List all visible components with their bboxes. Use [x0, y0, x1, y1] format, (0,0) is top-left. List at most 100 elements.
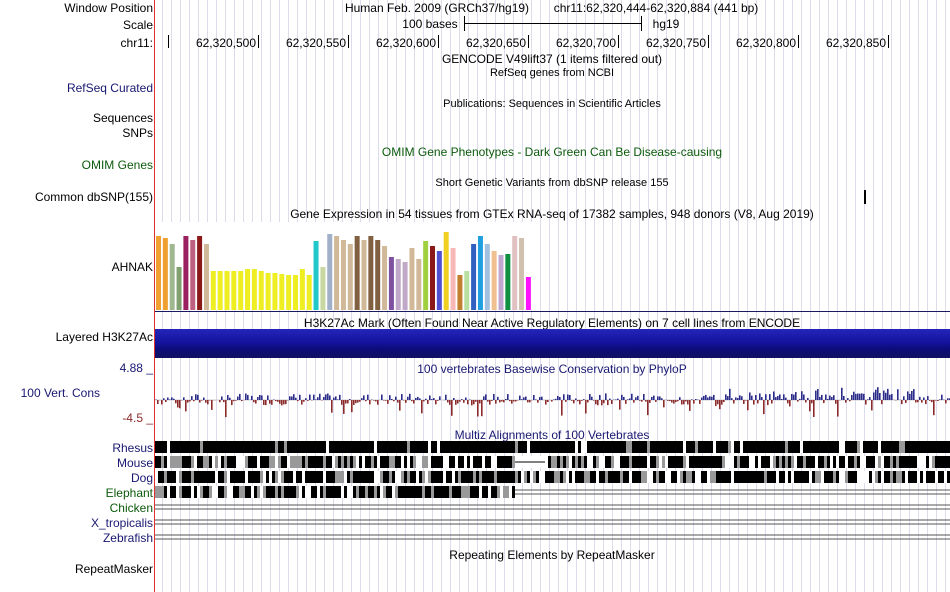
gtex-bar[interactable]	[320, 267, 326, 310]
species-label-dog[interactable]: Dog	[130, 471, 153, 485]
gtex-bar[interactable]	[251, 269, 257, 310]
species-label-zebrafish[interactable]: Zebrafish	[102, 531, 153, 545]
dbsnp-track-label[interactable]: Common dbSNP(155)	[34, 190, 153, 204]
gtex-bar[interactable]	[505, 254, 511, 310]
species-label-mouse[interactable]: Mouse	[116, 456, 153, 470]
gtex-bar[interactable]	[286, 275, 292, 310]
repeatmasker-track-label[interactable]: RepeatMasker	[74, 562, 153, 576]
gtex-bar[interactable]	[361, 240, 367, 310]
gtex-bar[interactable]	[491, 251, 497, 310]
alignment-block	[821, 471, 824, 483]
cons-value	[363, 395, 365, 400]
gtex-bar[interactable]	[162, 238, 168, 310]
gtex-bar[interactable]	[471, 244, 477, 310]
gtex-bar[interactable]	[279, 274, 285, 310]
gtex-bar[interactable]	[203, 244, 209, 310]
gtex-bar[interactable]	[464, 271, 470, 310]
gencode-track-title[interactable]: GENCODE V49lift37 (1 items filtered out)	[441, 52, 663, 66]
gtex-bar[interactable]	[498, 255, 504, 310]
gtex-bar[interactable]	[258, 271, 264, 310]
h3k27ac-signal[interactable]	[155, 329, 950, 358]
gtex-bar[interactable]	[436, 251, 442, 310]
omim-track-label[interactable]: OMIM Genes	[81, 158, 153, 172]
gtex-bar[interactable]	[519, 238, 525, 310]
gtex-track-title[interactable]: Gene Expression in 54 tissues from GTEx …	[290, 207, 814, 221]
gtex-bar[interactable]	[190, 240, 196, 310]
h3k27ac-track-title[interactable]: H3K27Ac Mark (Often Found Near Active Re…	[303, 316, 801, 330]
conservation-track-title[interactable]: 100 vertebrates Basewise Conservation by…	[417, 362, 687, 376]
ahnak-track-label[interactable]: AHNAK	[111, 260, 153, 274]
gtex-bar[interactable]	[217, 271, 223, 310]
species-label-rhesus[interactable]: Rhesus	[112, 441, 153, 455]
multiz-track-title[interactable]: Multiz Alignments of 100 Vertebrates	[454, 428, 650, 442]
label-divider[interactable]	[154, 0, 155, 592]
gtex-bar[interactable]	[245, 269, 251, 310]
gtex-bar[interactable]	[313, 241, 319, 310]
gtex-bar[interactable]	[382, 246, 388, 310]
species-label-x_tropicalis[interactable]: X_tropicalis	[90, 516, 153, 530]
gtex-bar[interactable]	[299, 269, 305, 310]
gtex-bar[interactable]	[395, 259, 401, 310]
gtex-bar[interactable]	[457, 275, 463, 310]
alignment-block	[689, 471, 692, 483]
gtex-bar[interactable]	[525, 277, 531, 310]
omim-track-title[interactable]: OMIM Gene Phenotypes - Dark Green Can Be…	[381, 145, 723, 159]
gtex-bar[interactable]	[340, 240, 346, 310]
gtex-bar[interactable]	[402, 262, 408, 310]
refseq-track-label[interactable]: RefSeq Curated	[66, 81, 153, 95]
gtex-bar[interactable]	[484, 244, 490, 310]
gtex-bar[interactable]	[512, 236, 518, 310]
gtex-bar[interactable]	[272, 273, 278, 310]
gtex-bar[interactable]	[450, 248, 456, 310]
gtex-bar[interactable]	[409, 248, 415, 310]
gtex-bar[interactable]	[430, 246, 435, 310]
gtex-bar[interactable]	[347, 244, 353, 310]
species-label-elephant[interactable]: Elephant	[105, 486, 153, 500]
conservation-plot[interactable]	[155, 375, 950, 425]
gtex-bar[interactable]	[423, 241, 429, 310]
dbsnp-track-title[interactable]: Short Genetic Variants from dbSNP releas…	[435, 177, 669, 189]
gtex-bar[interactable]	[176, 267, 182, 310]
gtex-bar-chart[interactable]	[155, 222, 535, 310]
gtex-bar[interactable]	[368, 236, 374, 310]
gtex-bar[interactable]	[327, 234, 333, 310]
refseq-track-title[interactable]: RefSeq genes from NCBI	[489, 67, 615, 79]
gtex-bar[interactable]	[388, 257, 394, 310]
gtex-bar[interactable]	[183, 236, 189, 310]
gtex-bar[interactable]	[169, 244, 175, 310]
cons-value	[283, 400, 285, 405]
alignment-block	[587, 441, 590, 453]
gtex-bar[interactable]	[210, 271, 216, 310]
gtex-bar[interactable]	[477, 236, 483, 310]
snp-marker[interactable]	[864, 190, 866, 204]
repeatmasker-track-title[interactable]: Repeating Elements by RepeatMasker	[449, 548, 655, 562]
multiz-alignments[interactable]	[155, 440, 950, 545]
snps-track-label[interactable]: SNPs	[122, 126, 153, 140]
gtex-bar[interactable]	[416, 259, 422, 310]
alignment-block	[626, 441, 629, 453]
gtex-bar[interactable]	[293, 275, 298, 310]
gtex-bar[interactable]	[306, 275, 312, 310]
h3k27ac-track-label[interactable]: Layered H3K27Ac	[55, 330, 153, 344]
gtex-bar[interactable]	[443, 232, 449, 310]
alignment-block	[266, 456, 269, 468]
alignment-block	[353, 456, 356, 468]
gtex-bar[interactable]	[238, 271, 244, 310]
species-label-chicken[interactable]: Chicken	[109, 501, 153, 515]
gtex-bar[interactable]	[375, 240, 381, 310]
alignment-block	[902, 471, 905, 483]
gtex-bar[interactable]	[156, 236, 161, 310]
alignment-block	[824, 456, 827, 468]
alignment-block	[467, 456, 470, 468]
gtex-bar[interactable]	[334, 236, 340, 310]
gtex-bar[interactable]	[354, 236, 360, 310]
gtex-bar[interactable]	[265, 273, 271, 310]
cons-track-label[interactable]: 100 Vert. Cons	[20, 386, 100, 400]
alignment-block	[458, 471, 461, 483]
sequences-track-label[interactable]: Sequences	[92, 111, 153, 125]
gtex-bar[interactable]	[197, 236, 203, 310]
cons-value	[289, 396, 291, 400]
gtex-bar[interactable]	[224, 271, 230, 310]
publications-track-title[interactable]: Publications: Sequences in Scientific Ar…	[443, 98, 661, 110]
gtex-bar[interactable]	[231, 271, 237, 310]
